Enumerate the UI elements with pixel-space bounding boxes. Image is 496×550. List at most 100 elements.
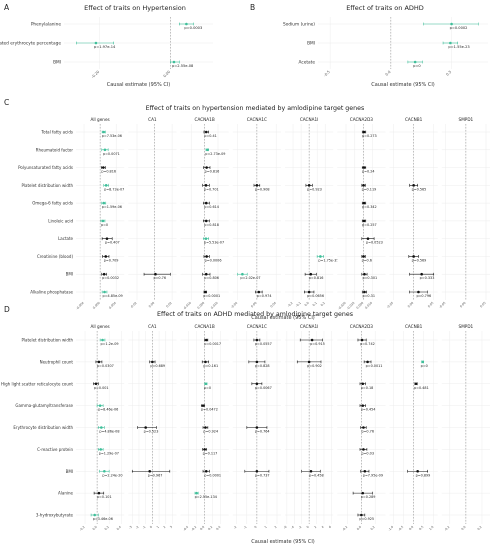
- point-estimate: [205, 166, 208, 169]
- p-value-label: p=0.18: [361, 386, 374, 390]
- row-label: Polyunsaturated fatty acids: [18, 165, 73, 170]
- p-value-label: p=4.85e-09: [103, 294, 123, 298]
- p-value-label: p=0.03: [361, 451, 374, 455]
- p-value-label: p=0.481: [414, 386, 429, 390]
- facet-header: CACNA1B: [195, 117, 215, 122]
- point-estimate: [148, 469, 151, 473]
- row-label: Nucleated erythrocyte percentage: [0, 41, 61, 47]
- point-estimate: [241, 272, 244, 276]
- p-value-label: p=0.924: [203, 430, 218, 434]
- row-label: High light scatter reticulocyte count: [1, 381, 73, 386]
- p-value-label: p=0.899: [416, 473, 431, 477]
- x-tick-label: -0.010: [182, 301, 192, 311]
- x-tick-label: -0.2: [287, 301, 294, 308]
- x-axis-label: Causal estimate (95% CI): [371, 82, 435, 88]
- p-value-label: p=0.273: [362, 134, 377, 138]
- p-value-label: p=0.407: [105, 241, 120, 245]
- point-estimate: [307, 360, 311, 364]
- p-value-label: p=0: [413, 64, 421, 68]
- facet-header: All genes: [91, 324, 110, 329]
- point-estimate: [151, 360, 154, 364]
- row-label: Total fatty acids: [40, 130, 73, 135]
- point-estimate: [257, 290, 261, 294]
- x-tick-label: 0.00: [407, 301, 415, 309]
- panel-title: Effect of traits on Hypertension: [84, 4, 186, 12]
- point-estimate: [360, 513, 363, 517]
- point-estimate: [255, 360, 259, 364]
- x-tick-label: -1: [141, 525, 146, 530]
- x-tick-label: 6: [328, 525, 332, 529]
- point-estimate: [420, 272, 423, 276]
- point-estimate: [104, 184, 108, 187]
- x-tick-label: -0.05: [386, 301, 394, 309]
- row-label: Gamma-glutamyltransferase: [15, 403, 73, 408]
- point-estimate: [99, 448, 103, 451]
- x-tick-label: 0.00: [250, 301, 258, 309]
- x-tick-label: 0.000: [355, 301, 364, 310]
- x-tick-label: 0.000: [196, 301, 205, 310]
- x-tick-label: 0.2: [207, 525, 213, 531]
- facet-header: CACNB1: [405, 324, 423, 329]
- x-tick-label: -0.1: [295, 301, 302, 308]
- row-label: Omega-6 fatty acids: [32, 201, 73, 206]
- point-estimate: [362, 219, 366, 223]
- row-label: Alanine: [58, 491, 73, 496]
- p-value-label: p=1.97e-14: [94, 45, 116, 49]
- x-tick-label: 0.5: [445, 70, 452, 77]
- facet-header: CACNA1B: [195, 324, 215, 329]
- x-axis-label: Causal estimate (95% CI): [251, 539, 315, 545]
- x-tick-label: 0.0: [408, 525, 414, 531]
- p-value-label: p=0.0001: [203, 294, 220, 298]
- row-label: BMI: [307, 41, 315, 47]
- x-tick-label: -0.2: [79, 525, 86, 532]
- x-tick-label: -0.004: [75, 301, 85, 311]
- row-label: Linoleic acid: [48, 218, 73, 223]
- p-value-label: p=1.29e-07: [99, 451, 119, 455]
- point-estimate: [101, 338, 104, 342]
- point-estimate: [360, 338, 364, 342]
- point-estimate: [309, 272, 313, 276]
- facet-header: CA1: [148, 117, 157, 122]
- p-value-label: p=7.95e-09: [363, 473, 383, 477]
- p-value-label: p=0.565: [412, 187, 427, 191]
- p-value-label: p=2.55e-08: [172, 64, 194, 68]
- facet-header: CACNA1I: [300, 117, 319, 122]
- p-value-label: p=0: [101, 223, 108, 227]
- p-value-label: p=0.908: [255, 187, 270, 191]
- point-estimate: [201, 404, 205, 407]
- p-value-label: p=0.0002: [450, 26, 468, 30]
- panel-letter-c: C: [4, 98, 9, 107]
- point-estimate: [204, 184, 208, 187]
- p-value-label: p=3.46e-06: [93, 517, 113, 521]
- row-label: Lactate: [58, 236, 73, 241]
- point-estimate: [172, 60, 176, 64]
- point-estimate: [310, 338, 314, 342]
- p-value-label: p=0.0523: [366, 241, 383, 245]
- p-value-label: p=0.0307: [97, 364, 114, 368]
- row-label: Phenylalanine: [31, 22, 62, 28]
- p-value-label: p=0.764: [255, 430, 270, 434]
- x-tick-label: 0.05: [427, 301, 435, 309]
- point-estimate: [363, 272, 366, 276]
- point-estimate: [205, 255, 208, 258]
- point-estimate: [204, 272, 208, 276]
- point-estimate: [417, 290, 420, 294]
- x-tick-label: -0.4: [182, 525, 189, 532]
- x-tick-label: 3: [169, 525, 173, 529]
- facet-header: SMPD1: [459, 117, 474, 122]
- point-estimate: [450, 22, 453, 26]
- p-value-label: p=0.0006: [205, 258, 222, 262]
- point-estimate: [363, 290, 366, 294]
- point-estimate: [362, 184, 365, 187]
- point-estimate: [255, 382, 259, 386]
- point-estimate: [102, 166, 105, 169]
- panel-letter-a: A: [4, 3, 10, 12]
- p-value-label: p=0.0017: [204, 342, 221, 346]
- p-value-label: p=2.24e-20: [102, 473, 122, 477]
- p-value-label: p=8.73e-07: [104, 187, 124, 191]
- p-value-label: p=0.0067: [255, 386, 272, 390]
- x-tick-label: -1.0: [387, 525, 394, 532]
- x-tick-label: -0.20: [91, 69, 101, 79]
- point-estimate: [102, 201, 106, 205]
